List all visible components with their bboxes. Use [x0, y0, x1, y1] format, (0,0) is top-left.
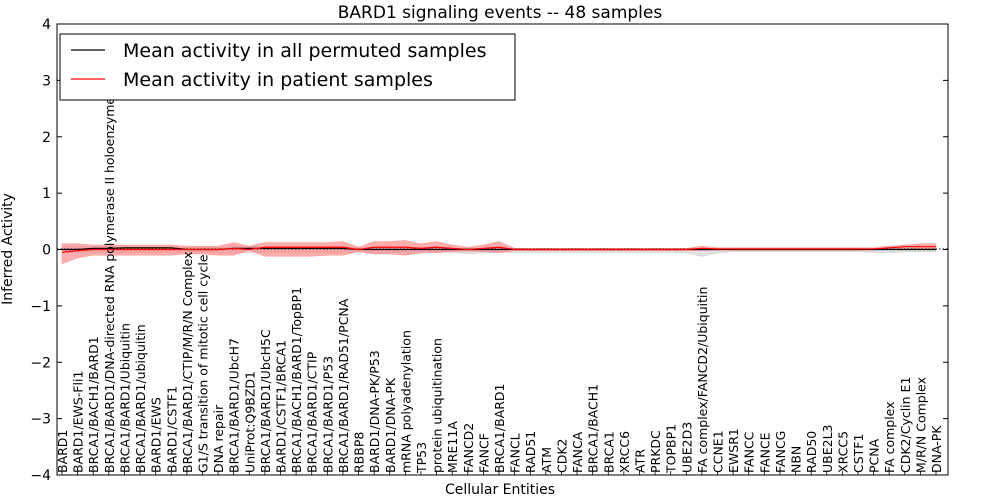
x-tick-label: ATM [539, 447, 554, 473]
x-tick-label: XRCC5 [835, 431, 850, 473]
x-tick-label: FANCG [773, 431, 788, 473]
x-tick-label: BRCA1/BARD1/DNA-directed RNA polymerase … [102, 97, 117, 473]
patient-mean-line [61, 246, 936, 253]
x-tick-label: BARD1/EWS [149, 397, 164, 473]
x-tick-label: FA complex/FANCD2/Ubiquitin [695, 287, 710, 473]
x-tick-label: PCNA [867, 438, 882, 473]
x-tick-label: BRCA1/BACH1/BARD1 [86, 336, 101, 473]
x-tick-label: FANCC [742, 431, 757, 473]
x-tick-label: FA complex [882, 401, 897, 473]
x-tick-label: FANCL [508, 433, 523, 473]
x-tick-label: ATR [632, 449, 647, 473]
x-tick-label: PRKDC [648, 430, 663, 473]
x-tick-label: RAD51 [523, 431, 538, 473]
x-tick-label: DNA-PK [929, 425, 944, 473]
x-tick-label: UniProt:Q9BZD1 [242, 371, 257, 473]
x-tick-label: NBN [789, 446, 804, 473]
x-tick-label: RBBP8 [352, 432, 367, 473]
x-tick-label: M/R/N Complex [913, 377, 928, 473]
y-tick-label: 3 [42, 73, 51, 89]
x-tick-label: FANCA [570, 431, 585, 473]
y-axis-label: Inferred Activity [0, 193, 16, 305]
x-tick-label: BARD1/CSTF1/BRCA1 [274, 340, 289, 473]
x-tick-label: CDK2 [554, 438, 569, 473]
x-tick-label: TOPBP1 [664, 424, 679, 474]
x-tick-label: TP53 [414, 442, 429, 474]
y-tick-label: −3 [30, 412, 51, 428]
x-tick-label: FANCE [757, 432, 772, 473]
x-tick-label: FANCD2 [461, 423, 476, 473]
x-tick-label: BRCA1/BARD1/Ubiquitin [117, 323, 132, 473]
legend-label-patient: Mean activity in patient samples [123, 69, 433, 91]
x-tick-label: MRE11A [445, 421, 460, 473]
legend-label-permuted: Mean activity in all permuted samples [123, 40, 486, 62]
x-tick-label: BRCA1/BARD1/CTIP [305, 351, 320, 473]
x-tick-label: BRCA1/BARD1/UbcH5C [258, 329, 273, 473]
x-tick-label: BRCA1/BARD1/ubiquitin [133, 324, 148, 473]
x-axis-label: Cellular Entities [445, 482, 555, 498]
x-tick-label: protein ubiquitination [430, 338, 445, 473]
x-tick-label: BRCA1/BARD1/RAD51/PCNA [336, 298, 351, 473]
x-tick-label: BARD1/DNA-PK/P53 [367, 350, 382, 473]
chart-title: BARD1 signaling events -- 48 samples [338, 3, 663, 23]
legend-frame [59, 33, 516, 101]
y-tick-label: −1 [30, 299, 51, 315]
x-tick-label: BARD1/EWS-Fli1 [71, 371, 86, 473]
x-tick-label: UBE2D3 [679, 422, 694, 473]
x-tick-label: CDK2/Cyclin E1 [898, 377, 913, 473]
x-tick-label: XRCC6 [617, 431, 632, 473]
y-tick-label: 2 [42, 130, 51, 146]
y-tick-label: −4 [30, 468, 51, 484]
x-tick-label: BARD1/DNA-PK [383, 377, 398, 473]
legend: Mean activity in all permuted samples Me… [59, 33, 516, 101]
y-tick-label: 0 [42, 243, 51, 259]
x-tick-label: BRCA1 [601, 431, 616, 473]
y-tick-label: −2 [30, 355, 51, 371]
x-tick-label: UBE2L3 [820, 425, 835, 474]
x-tick-label: BRCA1/BARD1/CTIP/M/R/N Complex [180, 251, 195, 473]
y-tick-label: 1 [42, 186, 51, 202]
x-tick-label: BRCA1/BACH1/BARD1/TopBP1 [289, 287, 304, 473]
x-tick-label: RAD50 [804, 431, 819, 473]
x-tick-label: BARD1 [55, 430, 70, 473]
x-tick-label: BRCA1/BARD1/UbcH7 [227, 338, 242, 473]
x-tick-label: EWSR1 [726, 428, 741, 473]
x-tick-label: BARD1/CSTF1 [164, 386, 179, 473]
x-tick-label: CCNE1 [711, 430, 726, 473]
x-tick-label: FANCF [476, 433, 491, 473]
x-tick-label: G1/S transition of mitotic cell cycle [195, 254, 210, 473]
x-tick-label: BRCA1/BARD1/P53 [320, 356, 335, 473]
x-tick-label: BRCA1/BACH1 [586, 384, 601, 473]
y-tick-label: 4 [42, 17, 51, 33]
x-tick-label: mRNA polyadenylation [398, 330, 413, 473]
x-tick-label: CSTF1 [851, 434, 866, 473]
x-tick-label: DNA repair [211, 404, 226, 473]
x-tick-label: BRCA1/BARD1 [492, 384, 507, 473]
